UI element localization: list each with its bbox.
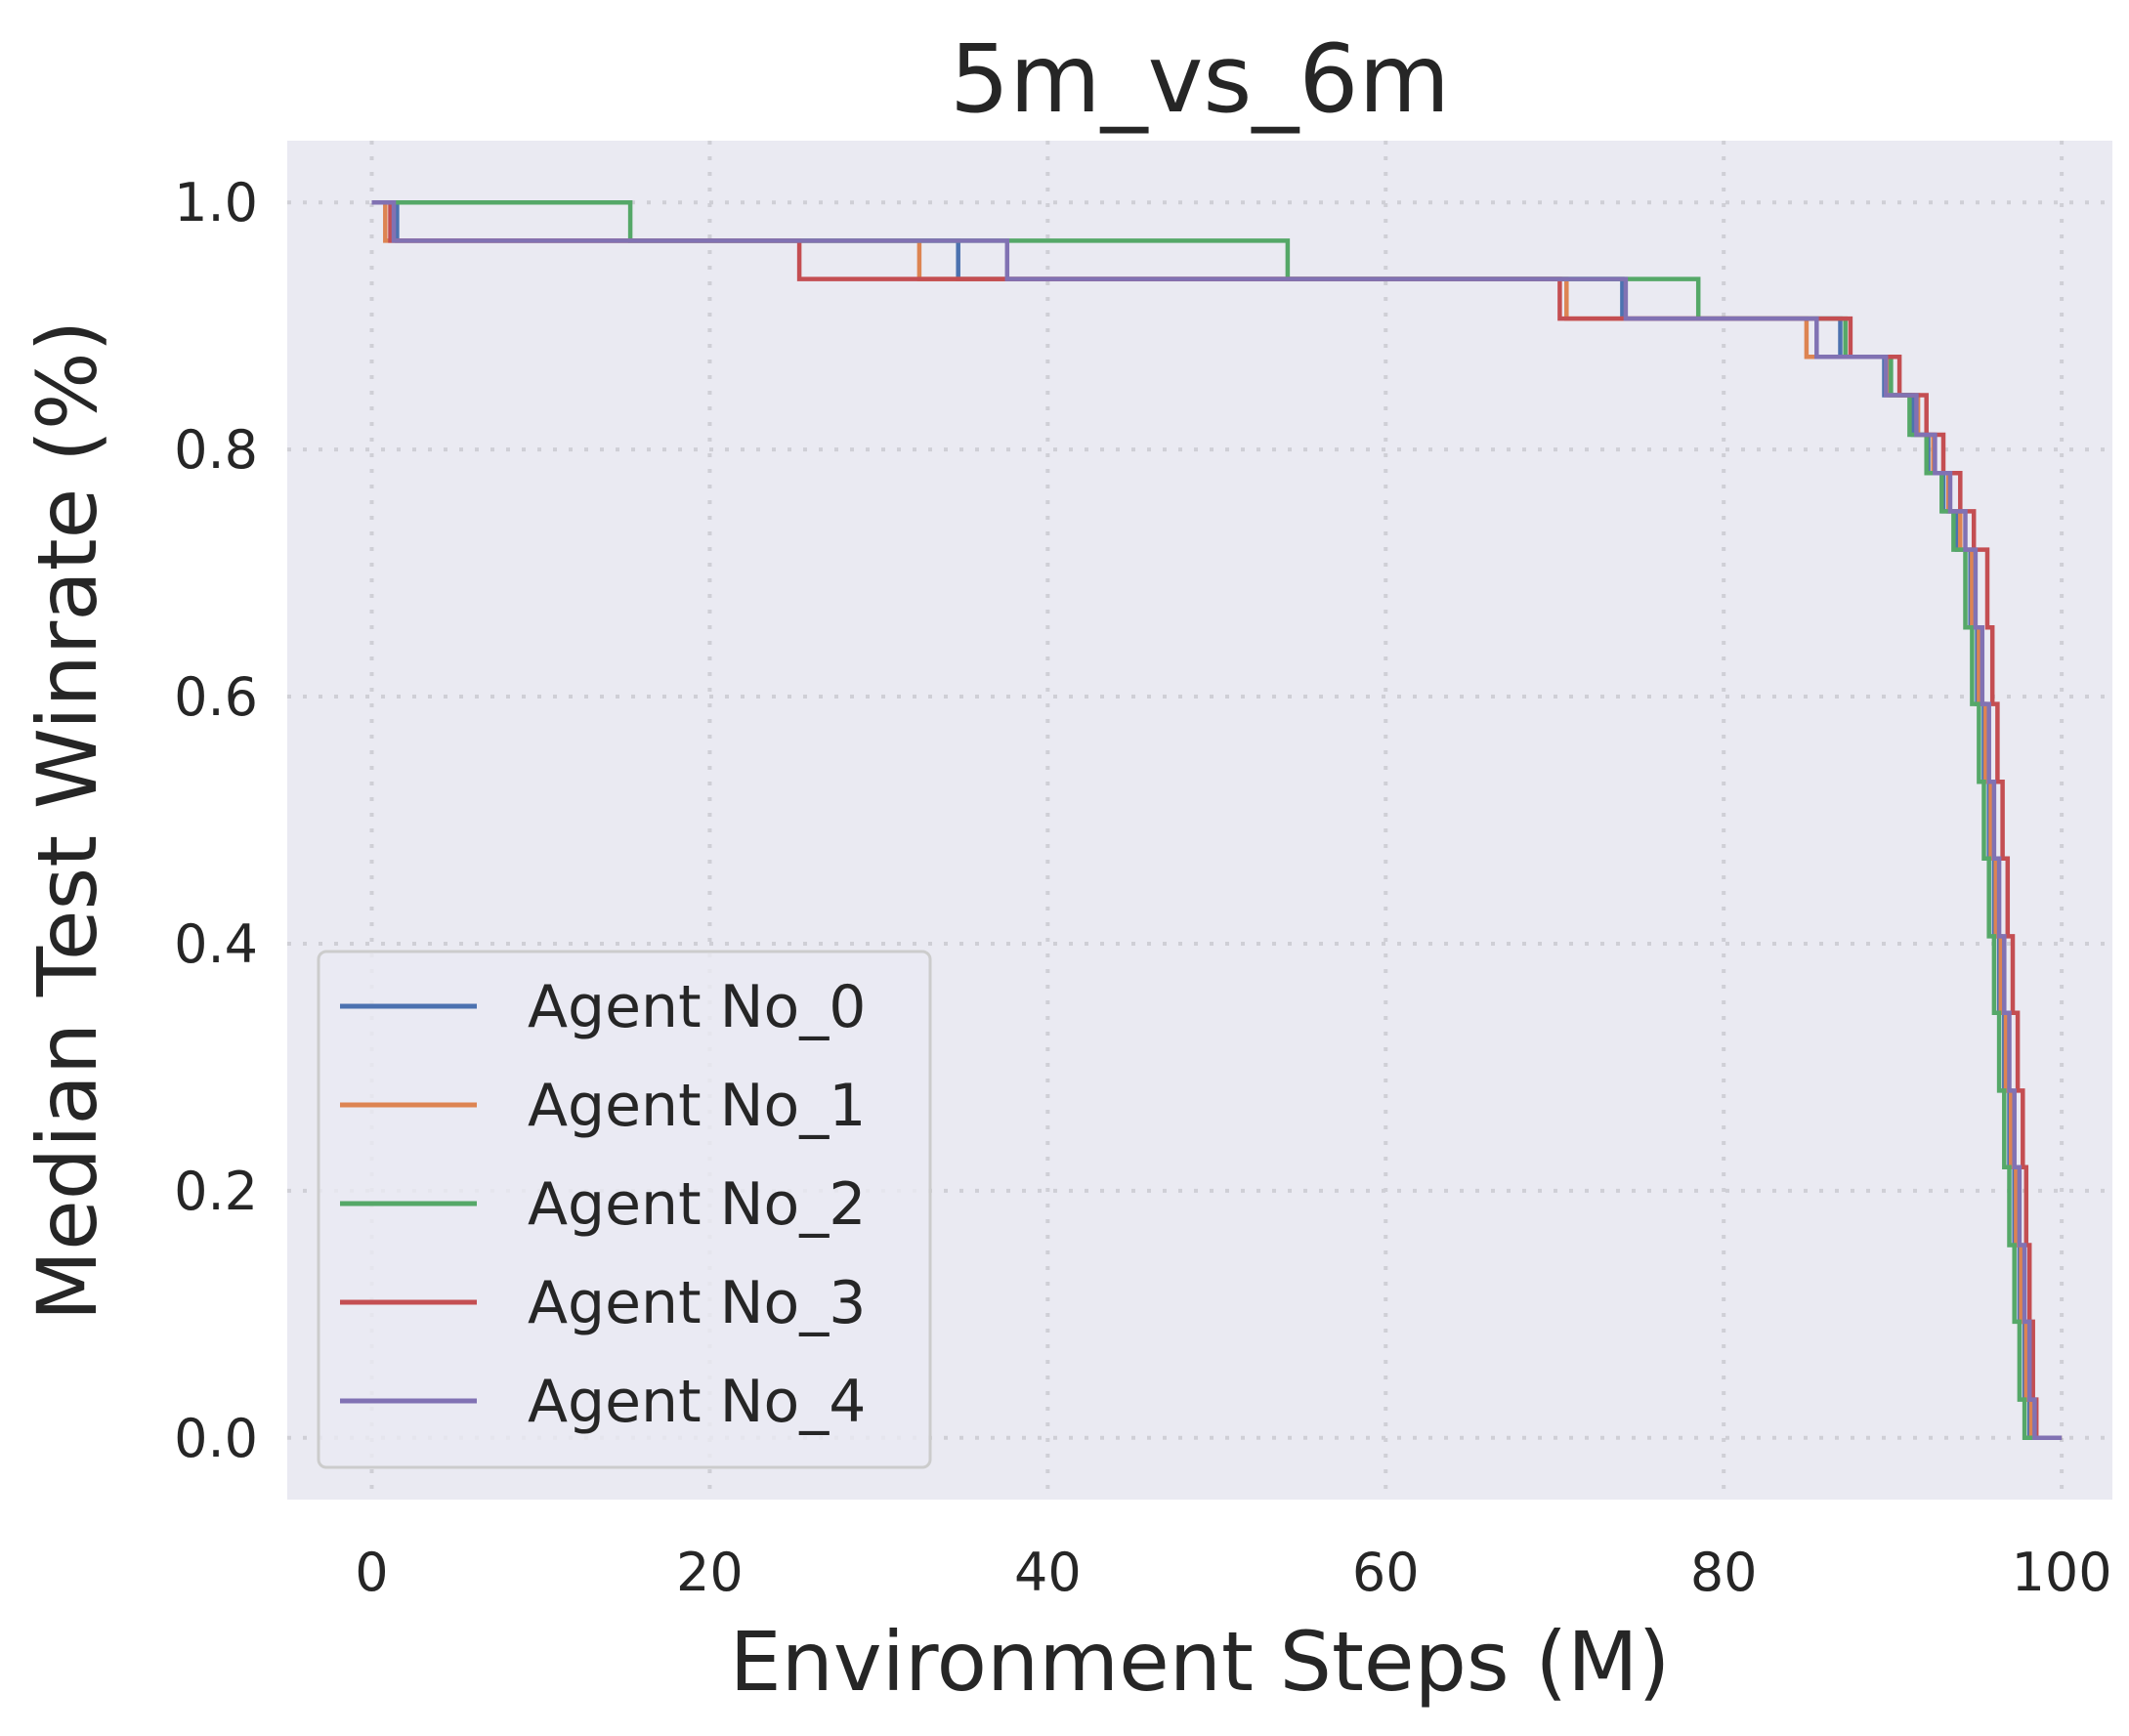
x-tick-label: 60 — [1352, 1542, 1420, 1603]
chart-title: 5m_vs_6m — [950, 24, 1450, 134]
y-tick-label: 0.2 — [174, 1161, 258, 1222]
y-tick-label: 0.8 — [174, 419, 258, 481]
series-line-1 — [371, 199, 2063, 1441]
legend-label-4: Agent No_4 — [528, 1368, 866, 1436]
y-tick-label: 0.6 — [174, 666, 258, 728]
x-tick-label: 100 — [2012, 1542, 2112, 1603]
series-line-2 — [371, 199, 2063, 1441]
legend: Agent No_0 Agent No_1 Agent No_2 Agent No_3… — [317, 950, 932, 1469]
x-tick-label: 20 — [676, 1542, 744, 1603]
legend-label-1: Agent No_1 — [528, 1072, 866, 1140]
x-axis-label: Environment Steps (M) — [730, 1614, 1671, 1710]
legend-label-2: Agent No_2 — [528, 1170, 866, 1239]
x-tick-label: 0 — [355, 1542, 388, 1603]
y-tick-label: 1.0 — [174, 172, 258, 233]
x-tick-label: 80 — [1690, 1542, 1758, 1603]
legend-label-3: Agent No_3 — [528, 1269, 866, 1337]
series-layer — [371, 199, 2063, 1441]
y-tick-label: 0.0 — [174, 1408, 258, 1469]
x-tick-label: 40 — [1014, 1542, 1082, 1603]
legend-box — [317, 950, 932, 1469]
y-tick-label: 0.4 — [174, 913, 258, 975]
series-line-4 — [371, 199, 2063, 1441]
series-line-3 — [371, 199, 2063, 1441]
ticks: 0 20 40 60 80 100 0.0 0.2 0.4 0.6 0.8 1.0 — [174, 172, 2112, 1603]
y-axis-label: Median Test Winrate (%) — [20, 320, 115, 1322]
legend-label-0: Agent No_0 — [528, 973, 866, 1041]
